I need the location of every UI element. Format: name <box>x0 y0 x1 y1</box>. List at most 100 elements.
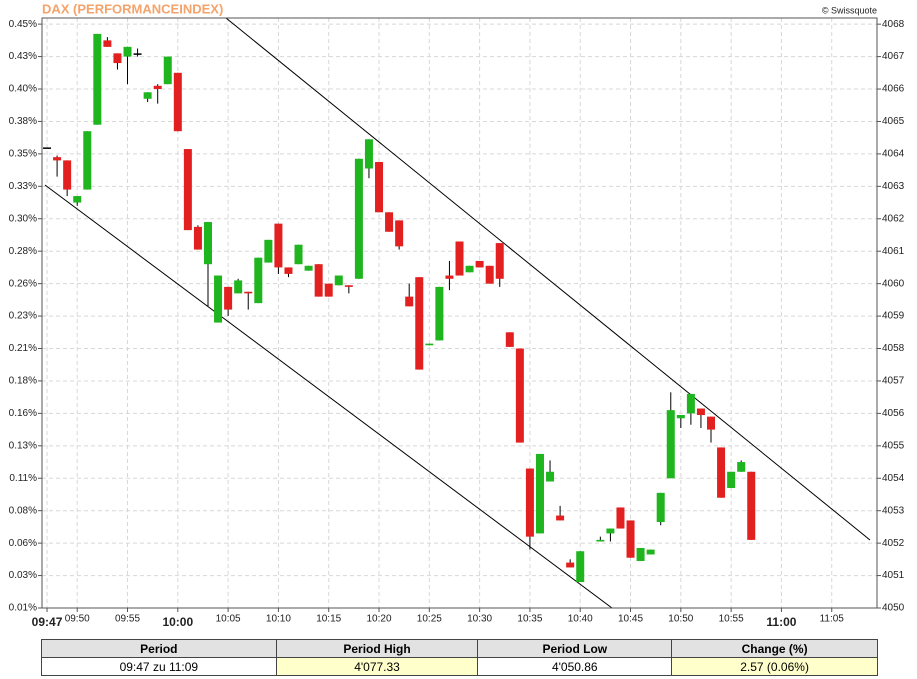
candle-body <box>234 280 243 294</box>
candle-body <box>304 265 313 271</box>
candle-body <box>666 410 675 479</box>
candle-body <box>173 72 182 132</box>
candle-body <box>143 92 152 99</box>
candle-body <box>274 223 283 268</box>
candle-body <box>425 343 434 346</box>
y2-tick-label: 0.03% <box>9 570 37 581</box>
candle-body <box>606 528 615 534</box>
y-tick-label: 4060 <box>882 278 905 289</box>
y-tick-label: 4065 <box>882 116 905 127</box>
y-tick-label: 4061 <box>882 246 905 257</box>
y-tick-label: 4057 <box>882 376 905 387</box>
source: © Swissquote <box>822 5 877 15</box>
candle-body <box>535 453 544 534</box>
candle-body <box>183 149 192 231</box>
candle-body <box>284 267 293 274</box>
x-tick-label: 10:40 <box>568 614 593 625</box>
candle-body <box>576 551 585 583</box>
y-tick-label: 4059 <box>882 311 905 322</box>
x-tick-label: 10:45 <box>618 614 643 625</box>
table-header: Period High <box>275 639 479 658</box>
y2-tick-label: 0.35% <box>9 149 37 160</box>
candle-body <box>717 447 726 498</box>
y2-tick-label: 0.13% <box>9 440 37 451</box>
y-tick-label: 4052 <box>882 538 905 549</box>
candle-body <box>495 243 504 279</box>
candle-body <box>656 492 665 523</box>
candle-body <box>73 196 82 203</box>
candle-body <box>203 222 212 265</box>
candle-body <box>646 549 655 555</box>
y2-tick-label: 0.06% <box>9 538 37 549</box>
x-tick-label: 10:05 <box>216 614 241 625</box>
x-tick-label: 10:30 <box>467 614 492 625</box>
candle-body <box>334 275 343 286</box>
candle-body <box>103 40 112 47</box>
y2-tick-label: 0.38% <box>9 116 37 127</box>
candle-body <box>676 415 685 419</box>
table-cell: 2.57 (0.06%) <box>671 657 878 676</box>
candle-body <box>566 562 575 568</box>
candle-body <box>596 539 605 542</box>
x-tick-label: 10:15 <box>316 614 341 625</box>
candle-body <box>727 471 736 488</box>
candle-body <box>515 348 524 443</box>
candle-body <box>53 157 62 161</box>
y-tick-label: 4063 <box>882 181 905 192</box>
candle-body <box>505 332 514 347</box>
trend-line <box>44 184 613 608</box>
y-tick-label: 4056 <box>882 408 905 419</box>
candle-body <box>415 277 424 370</box>
candle-body <box>686 393 695 414</box>
candle-body <box>485 265 494 284</box>
summary-table: Period Period High Period Low Change (%)… <box>41 639 878 676</box>
x-tick-label: 10:20 <box>367 614 392 625</box>
x-tick-label: 10:50 <box>668 614 693 625</box>
y-tick-label: 4050 <box>882 603 905 614</box>
candle-body <box>556 515 565 521</box>
x-tick-label: 10:00 <box>162 615 193 629</box>
y-tick-label: 4053 <box>882 505 905 516</box>
y2-tick-label: 0.26% <box>9 278 37 289</box>
y2-tick-label: 0.33% <box>9 181 37 192</box>
y2-tick-label: 0.16% <box>9 408 37 419</box>
y-tick-label: 4066 <box>882 84 905 95</box>
x-tick-label: 09:50 <box>65 614 90 625</box>
candle-body <box>153 85 162 90</box>
plot-border <box>41 17 878 609</box>
candle-body <box>324 283 333 297</box>
x-tick-label: 11:05 <box>820 614 845 625</box>
candle-body <box>465 265 474 273</box>
table-cell: 4'050.86 <box>477 657 673 676</box>
candle-body <box>435 286 444 341</box>
y2-tick-label: 0.08% <box>9 505 37 516</box>
x-tick-label: 09:47 <box>32 615 63 629</box>
candle-body <box>254 257 263 304</box>
y2-tick-label: 0.43% <box>9 51 37 62</box>
y-tick-label: 4062 <box>882 213 905 224</box>
candle-body <box>455 241 464 276</box>
candle-body <box>616 507 625 529</box>
candle-body <box>525 468 534 537</box>
y2-tick-label: 0.30% <box>9 213 37 224</box>
table-header: Period Low <box>477 639 673 658</box>
candle-body <box>224 286 233 310</box>
candle-body <box>737 462 746 472</box>
y-tick-label: 4064 <box>882 149 905 160</box>
candle-body <box>133 53 142 55</box>
candle-body <box>747 471 756 540</box>
candle-body <box>294 244 303 265</box>
x-tick-label: 09:55 <box>115 614 140 625</box>
candle-body <box>193 226 202 250</box>
x-tick-label: 10:25 <box>417 614 442 625</box>
table-cell: 4'077.33 <box>275 657 479 676</box>
candle-body <box>375 162 384 213</box>
y2-tick-label: 0.28% <box>9 246 37 257</box>
candle-body <box>475 260 484 268</box>
y2-tick-label: 0.45% <box>9 19 37 30</box>
y2-tick-label: 0.11% <box>9 473 37 484</box>
y-tick-label: 4067 <box>882 51 905 62</box>
table-header: Period <box>41 639 277 658</box>
table-cell: 09:47 zu 11:09 <box>41 657 277 676</box>
y2-tick-label: 0.40% <box>9 84 37 95</box>
